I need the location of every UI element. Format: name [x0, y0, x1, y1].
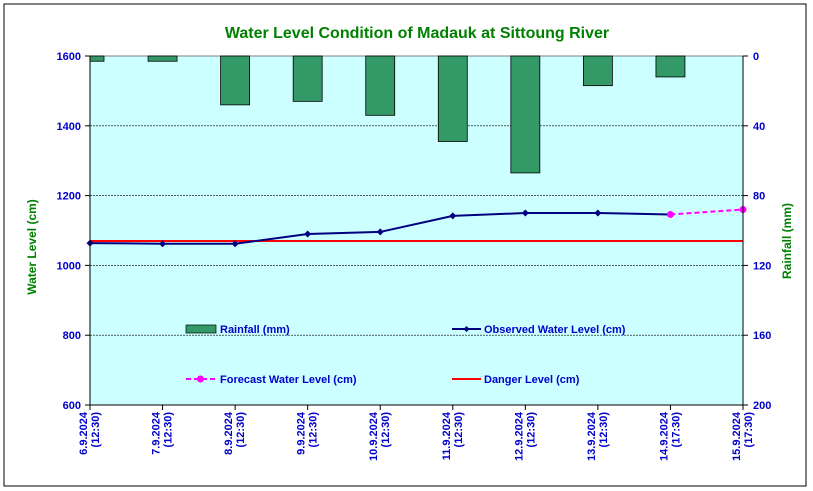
chart-title: Water Level Condition of Madauk at Sitto…	[225, 25, 609, 42]
x-tick-label-time: (12:30)	[453, 412, 465, 448]
x-tick-label-time: (12:30)	[598, 412, 610, 448]
y-tick-label-right: 80	[753, 191, 765, 203]
legend-danger-label: Danger Level (cm)	[484, 374, 580, 386]
observed-point	[449, 212, 457, 220]
observed-point	[376, 228, 384, 236]
x-tick-label-date: 9.9.2024	[296, 411, 308, 455]
x-tick-label-time: (12:30)	[90, 412, 102, 448]
x-tick-label-date: 6.9.2024	[78, 411, 90, 455]
rainfall-bar	[89, 55, 105, 62]
x-tick-label-time: (12:30)	[235, 412, 247, 448]
legend-rainfall-swatch	[185, 324, 217, 334]
y-tick-label-left: 1000	[57, 260, 81, 272]
observed-point	[521, 209, 529, 217]
x-tick-label-time: (12:30)	[163, 412, 175, 448]
x-tick-label-time: (17:30)	[743, 412, 755, 448]
rainfall-bar	[292, 55, 323, 102]
y-tick-label-right: 120	[753, 260, 771, 272]
legend-forecast-label: Forecast Water Level (cm)	[220, 374, 357, 386]
rainfall-bar	[220, 55, 251, 106]
x-tick-label-date: 15.9.2024	[731, 411, 743, 461]
legend-observed-marker	[463, 326, 470, 332]
x-tick-label-time: (12:30)	[525, 412, 537, 448]
y-tick-label-left: 1600	[57, 51, 81, 63]
rainfall-bar	[582, 55, 613, 87]
x-tick-label-date: 14.9.2024	[658, 411, 670, 461]
plot-area	[89, 55, 744, 406]
rainfall-bars	[89, 55, 686, 174]
y-tick-label-right: 200	[753, 400, 771, 412]
observed-point	[304, 230, 312, 238]
y-tick-label-left: 800	[63, 330, 81, 342]
observed-point	[159, 240, 167, 248]
observed-point	[231, 240, 239, 248]
y-tick-label-left: 1400	[57, 121, 81, 133]
forecast-water-level-line	[670, 208, 744, 216]
gridlines	[90, 125, 743, 336]
observed-point	[594, 209, 602, 217]
x-tick-label-time: (12:30)	[380, 412, 392, 448]
rainfall-bar	[365, 55, 396, 116]
legend-rainfall-label: Rainfall (mm)	[220, 324, 290, 336]
x-tick-label-date: 10.9.2024	[368, 411, 380, 461]
rainfall-bar	[437, 55, 468, 142]
axes: 1600 0 1400 40 1200 80 1000 120 800 160 600 200 6.9.…	[57, 51, 772, 461]
rainfall-bar	[147, 55, 178, 62]
legend-observed-label: Observed Water Level (cm)	[484, 324, 626, 336]
y-tick-label-left: 600	[63, 400, 81, 412]
rainfall-bar	[655, 55, 686, 78]
x-tick-label-date: 7.9.2024	[151, 411, 163, 455]
line-series	[86, 206, 747, 248]
legend-forecast-marker	[197, 375, 204, 383]
forecast-point	[666, 210, 674, 218]
x-tick-label-date: 13.9.2024	[586, 411, 598, 461]
legend: Rainfall (mm) Observed Water Level (cm) …	[185, 324, 626, 386]
y-tick-label-right: 160	[753, 330, 771, 342]
y-tick-label-right: 0	[753, 51, 759, 63]
y-tick-label-right: 40	[753, 121, 765, 133]
y-tick-label-left: 1200	[57, 191, 81, 203]
rainfall-bar	[510, 55, 541, 174]
x-tick-label-date: 8.9.2024	[223, 411, 235, 455]
x-tick-label-date: 11.9.2024	[441, 411, 453, 460]
y-axis-right-label: Rainfall (mm)	[780, 203, 794, 279]
y-axis-left-label: Water Level (cm)	[25, 199, 39, 295]
x-tick-label-time: (12:30)	[308, 412, 320, 448]
x-tick-label-time: (17:30)	[670, 412, 682, 448]
x-tick-label-date: 12.9.2024	[513, 411, 525, 461]
